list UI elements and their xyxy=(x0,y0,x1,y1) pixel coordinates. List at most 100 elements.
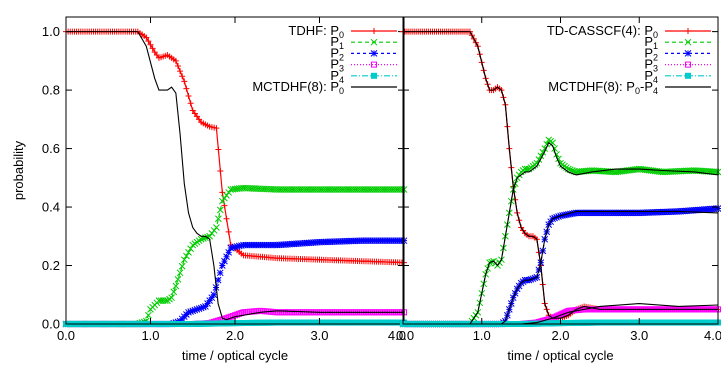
data-point xyxy=(181,78,188,85)
data-point xyxy=(187,308,194,315)
y-tick-label: 0.2 xyxy=(42,258,60,273)
legend-label: P2 xyxy=(644,45,658,62)
data-point xyxy=(213,224,220,231)
x-axis-label: time / optical cycle xyxy=(182,348,288,363)
data-point xyxy=(202,303,209,310)
series-line-2 xyxy=(403,138,719,325)
data-point xyxy=(185,249,192,256)
data-point xyxy=(176,269,184,277)
data-point xyxy=(210,291,218,299)
data-point xyxy=(217,167,224,174)
data-point xyxy=(537,152,545,160)
legend-label: P1 xyxy=(330,34,344,51)
data-point xyxy=(199,303,207,311)
legend-label: P1 xyxy=(644,34,658,51)
series-markers-2 xyxy=(62,184,408,328)
legend-marker xyxy=(370,50,378,57)
data-point xyxy=(145,311,152,319)
data-point xyxy=(189,307,197,315)
data-point xyxy=(180,256,188,264)
data-point xyxy=(214,276,222,284)
data-point xyxy=(149,45,156,52)
series-line-6 xyxy=(403,31,718,319)
data-point xyxy=(216,269,224,277)
series-markers-1 xyxy=(63,28,407,266)
legend-marker xyxy=(370,38,378,46)
data-point xyxy=(145,38,152,45)
data-point xyxy=(223,215,230,222)
data-point xyxy=(177,68,184,75)
data-point xyxy=(215,215,222,223)
chart-panel-1: 0.0 1.0 2.0 3.0 4.0 0.0 0.2 0.4 0.6 0.8 1.0 time / … xyxy=(11,16,408,363)
x-tick-label: 3.0 xyxy=(630,328,648,343)
data-point xyxy=(172,57,179,64)
data-point xyxy=(187,100,194,107)
y-tick-label: 0.4 xyxy=(42,200,60,215)
data-point xyxy=(161,297,169,304)
data-point xyxy=(147,41,154,48)
legend-marker xyxy=(371,28,377,34)
data-point xyxy=(143,34,150,41)
legend-marker xyxy=(684,50,692,57)
series-line-1 xyxy=(403,31,718,319)
data-point xyxy=(225,249,233,256)
legend-marker xyxy=(685,61,691,68)
x-tick-label: 3.0 xyxy=(310,328,328,343)
data-point xyxy=(533,159,541,167)
data-point xyxy=(208,294,216,302)
data-point xyxy=(187,245,194,253)
data-point xyxy=(183,85,190,92)
legend-label: P4 xyxy=(644,68,658,85)
legend-label: P4 xyxy=(330,68,344,85)
series-line-2 xyxy=(66,187,404,325)
data-point xyxy=(549,139,556,147)
data-point xyxy=(223,191,230,199)
data-point xyxy=(179,73,186,80)
data-point xyxy=(183,252,190,260)
series-line-8 xyxy=(403,210,719,325)
data-point xyxy=(218,262,226,269)
data-point xyxy=(172,282,180,290)
legend-marker xyxy=(371,61,377,68)
x-tick-label: 0.0 xyxy=(57,328,75,343)
plot-frame xyxy=(65,16,405,325)
data-point xyxy=(225,189,233,196)
series-line-9 xyxy=(403,302,719,325)
data-point xyxy=(204,300,211,307)
series-line-1 xyxy=(66,31,405,264)
data-point xyxy=(174,62,181,69)
x-tick-label: 4.0 xyxy=(388,328,406,343)
data-point xyxy=(185,308,192,316)
legend-label: TDHF: P0 xyxy=(288,23,344,40)
data-point xyxy=(168,294,175,302)
data-point xyxy=(225,228,232,235)
legend-label: MCTDHF(8): P0-P4 xyxy=(548,79,658,96)
data-point xyxy=(213,125,220,132)
x-tick-label: 0.0 xyxy=(396,328,414,343)
legend-marker xyxy=(371,72,377,79)
data-point xyxy=(523,165,531,173)
x-tick-label: 2.0 xyxy=(551,328,569,343)
legend-marker xyxy=(685,28,691,34)
y-tick-label: 1.0 xyxy=(42,24,60,39)
legend-label: P3 xyxy=(644,57,658,74)
series-markers-1 xyxy=(400,28,721,322)
data-point xyxy=(185,92,192,99)
data-point xyxy=(178,262,186,270)
x-axis-label: time / optical cycle xyxy=(507,348,613,363)
data-point xyxy=(193,306,201,313)
y-axis-label: probability xyxy=(11,140,26,200)
legend-label: P2 xyxy=(330,45,344,62)
legend-label: TD-CASSCF(4): P0 xyxy=(547,23,658,40)
series-line-7 xyxy=(403,141,719,325)
legend-marker xyxy=(684,38,692,46)
legend-label: MCTDHF(8): P0 xyxy=(252,79,344,96)
data-point xyxy=(215,146,222,153)
data-point xyxy=(197,304,205,312)
x-tick-label: 4.0 xyxy=(704,328,721,343)
y-tick-label: 0.0 xyxy=(42,317,60,332)
data-point xyxy=(174,276,182,283)
